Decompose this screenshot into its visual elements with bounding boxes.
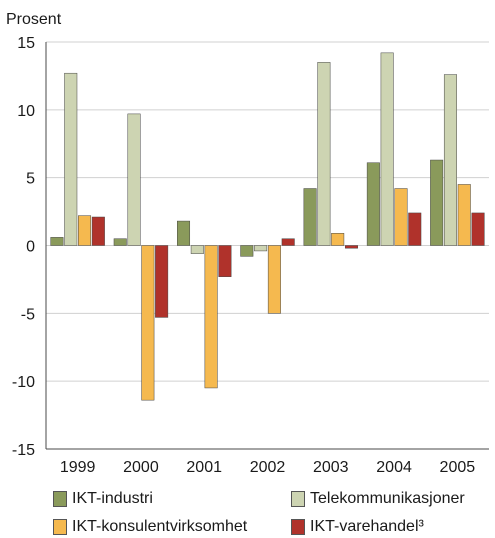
bar bbox=[430, 160, 443, 245]
bar bbox=[331, 233, 344, 245]
bar bbox=[282, 239, 295, 246]
bar bbox=[472, 213, 485, 246]
y-tick-label: -15 bbox=[12, 442, 35, 459]
x-tick-label: 2003 bbox=[313, 459, 349, 476]
bar bbox=[92, 217, 105, 245]
y-tick-label: -10 bbox=[12, 374, 35, 391]
y-tick-label: 10 bbox=[17, 103, 35, 120]
y-tick-label: 0 bbox=[26, 239, 35, 256]
bar bbox=[268, 246, 281, 314]
bar bbox=[318, 62, 331, 245]
bar bbox=[219, 246, 232, 277]
bar bbox=[205, 246, 218, 388]
y-tick-label: 5 bbox=[26, 171, 35, 188]
bar bbox=[304, 189, 317, 246]
bar bbox=[114, 239, 127, 246]
x-tick-label: 2004 bbox=[376, 459, 412, 476]
x-tick-labels: 1999 2000 2001 2002 2003 2004 2005 bbox=[60, 459, 475, 476]
bar bbox=[241, 246, 254, 257]
bar bbox=[177, 221, 190, 245]
gridlines bbox=[46, 42, 489, 449]
bar bbox=[155, 246, 168, 318]
bar bbox=[444, 75, 457, 246]
bar bbox=[128, 114, 140, 246]
bar bbox=[409, 213, 422, 246]
bar bbox=[78, 216, 91, 246]
x-tick-label: 2002 bbox=[250, 459, 286, 476]
x-tick-label: 2005 bbox=[440, 459, 476, 476]
y-tick-label: 15 bbox=[17, 35, 35, 52]
bar bbox=[51, 237, 64, 245]
y-tick-label: -5 bbox=[21, 306, 35, 323]
x-tick-label: 2001 bbox=[186, 459, 222, 476]
x-tick-label: 1999 bbox=[60, 459, 96, 476]
bars bbox=[51, 53, 485, 400]
bar bbox=[458, 184, 471, 245]
bar bbox=[142, 246, 155, 401]
bar bbox=[395, 189, 408, 246]
y-axis-label: Prosent bbox=[6, 11, 62, 28]
x-tick-label: 2000 bbox=[123, 459, 159, 476]
bar bbox=[254, 246, 267, 251]
bar bbox=[64, 73, 77, 245]
bar bbox=[191, 246, 204, 254]
bar bbox=[381, 53, 394, 246]
y-tick-labels: 15 10 5 0 -5 -10 -15 bbox=[12, 35, 35, 459]
bar bbox=[345, 246, 358, 249]
bar bbox=[367, 163, 380, 246]
